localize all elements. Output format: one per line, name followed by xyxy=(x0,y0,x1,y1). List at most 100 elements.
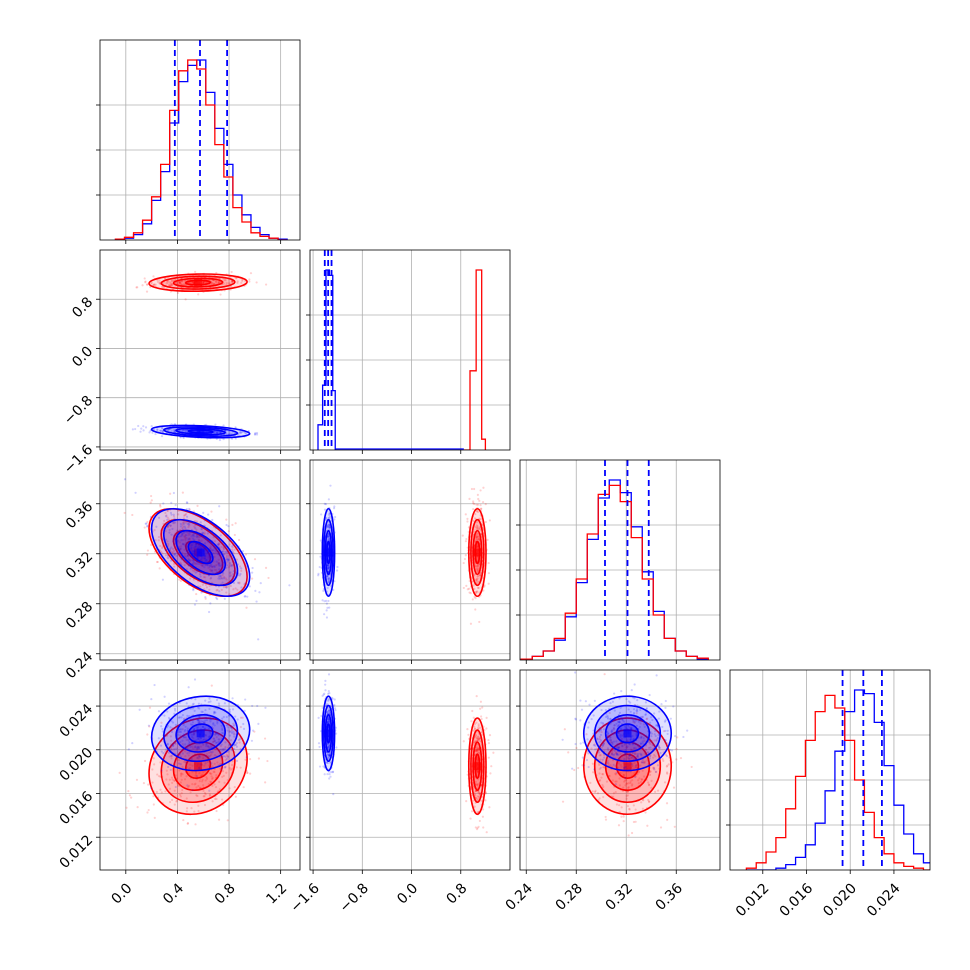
sample-point xyxy=(327,566,330,569)
sample-point xyxy=(170,754,173,758)
sample-point xyxy=(215,560,218,563)
x-tick-label-3: 0.012 xyxy=(733,880,773,920)
sample-point xyxy=(228,563,231,566)
sample-point xyxy=(234,795,237,798)
sample-point xyxy=(168,755,171,758)
sample-point xyxy=(472,502,475,505)
sample-point xyxy=(180,283,183,286)
sample-point xyxy=(327,744,330,748)
sample-point xyxy=(667,763,670,766)
sample-point xyxy=(171,798,174,802)
sample-point xyxy=(476,790,480,793)
sample-point xyxy=(181,773,184,776)
sample-point xyxy=(170,279,173,283)
sample-point xyxy=(477,724,480,727)
sample-point xyxy=(485,716,488,719)
sample-point xyxy=(230,565,233,568)
sample-point xyxy=(184,555,187,558)
sample-point xyxy=(173,748,176,751)
sample-point xyxy=(255,433,259,436)
sample-point xyxy=(226,755,229,758)
sample-point xyxy=(217,280,220,284)
sample-point xyxy=(221,581,224,584)
sample-point xyxy=(161,427,164,430)
sample-point xyxy=(209,754,212,757)
y-tick-label-3: 0.024 xyxy=(57,701,97,741)
sample-point xyxy=(475,535,478,539)
sample-point xyxy=(189,559,192,562)
sample-point xyxy=(192,737,195,740)
sample-point xyxy=(168,281,172,284)
sample-point xyxy=(633,721,636,724)
sample-point xyxy=(484,520,488,524)
sample-point xyxy=(183,531,186,534)
sample-point xyxy=(217,734,220,737)
sample-point xyxy=(329,775,332,778)
sample-point xyxy=(199,763,202,766)
sample-point xyxy=(602,765,605,769)
sample-point xyxy=(215,731,218,735)
sample-point xyxy=(323,502,326,505)
sample-point xyxy=(166,742,169,745)
sample-point xyxy=(329,584,332,587)
sample-point xyxy=(191,783,194,786)
sample-point xyxy=(226,585,229,588)
sample-point xyxy=(172,522,175,525)
sample-point xyxy=(149,501,152,504)
sample-point xyxy=(157,535,161,539)
sample-point xyxy=(470,487,474,491)
sample-point xyxy=(481,815,484,818)
sample-point xyxy=(320,513,323,516)
sample-point xyxy=(201,583,204,586)
sample-point xyxy=(184,533,187,537)
sample-point xyxy=(157,737,160,740)
sample-point xyxy=(201,556,204,559)
sample-point xyxy=(196,560,199,563)
sample-point xyxy=(466,520,469,523)
sample-point xyxy=(598,738,601,741)
sample-point xyxy=(204,708,207,712)
sample-point xyxy=(171,781,174,784)
sample-point xyxy=(476,510,480,514)
sample-point xyxy=(179,282,182,285)
sample-point xyxy=(477,751,481,754)
sample-point xyxy=(134,427,137,431)
sample-point xyxy=(621,745,624,748)
sample-point xyxy=(195,520,198,523)
sample-point xyxy=(474,749,478,753)
sample-point xyxy=(200,528,204,531)
sample-point xyxy=(328,754,331,757)
sample-point xyxy=(206,551,209,555)
sample-point xyxy=(202,557,205,560)
sample-point xyxy=(632,804,635,807)
sample-point xyxy=(159,788,162,791)
y-tick-label-3: 0.016 xyxy=(57,788,97,828)
sample-point xyxy=(204,597,207,600)
sample-point xyxy=(629,748,633,751)
sample-point xyxy=(476,749,479,752)
sample-point xyxy=(476,538,479,541)
sample-point xyxy=(216,733,220,736)
sample-point xyxy=(205,752,209,755)
sample-point xyxy=(478,527,482,530)
sample-point xyxy=(131,742,134,745)
sample-point xyxy=(186,727,189,730)
sample-point xyxy=(173,565,176,568)
sample-point xyxy=(224,585,228,589)
sample-point xyxy=(245,756,248,759)
sample-point xyxy=(225,564,229,567)
sample-point xyxy=(620,737,623,741)
sample-point xyxy=(235,277,238,280)
sample-point xyxy=(319,555,322,558)
sample-point xyxy=(475,536,478,539)
sample-point xyxy=(211,776,214,779)
sample-point xyxy=(251,566,254,570)
sample-point xyxy=(618,777,621,780)
sample-point xyxy=(467,733,470,736)
sample-point xyxy=(201,563,204,567)
sample-point xyxy=(207,610,211,614)
sample-point xyxy=(637,770,641,773)
sample-point xyxy=(193,525,196,528)
sample-point xyxy=(241,716,244,719)
sample-point xyxy=(203,519,206,522)
